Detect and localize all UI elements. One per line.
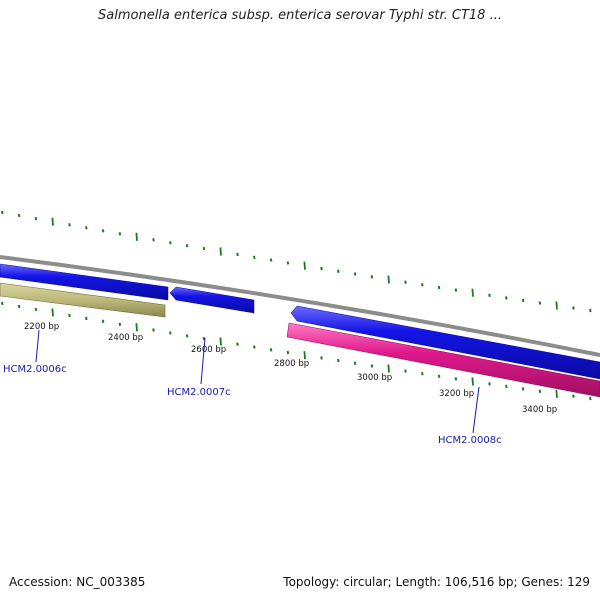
accession-value: NC_003385 [76, 575, 146, 589]
scale-label-3400: 3400 bp [522, 405, 557, 415]
outer-ring-tick [286, 261, 290, 265]
outer-ring-tick [454, 288, 458, 292]
inner-ring-tick [51, 308, 54, 317]
inner-ring-tick [521, 387, 525, 391]
inner-ring-tick [219, 337, 222, 346]
gene-arrow-forward-2 [169, 286, 255, 314]
gene-bar-other [0, 282, 166, 318]
outer-ring-tick [421, 283, 424, 287]
outer-ring-tick [521, 298, 525, 303]
inner-ring-tick [1, 301, 4, 306]
inner-ring-tick [437, 374, 441, 378]
gene-arrow-forward-3 [290, 305, 600, 380]
map-title: Salmonella enterica subsp. enterica sero… [98, 8, 502, 23]
inner-ring-tick [370, 364, 374, 368]
inner-ring-tick [589, 396, 592, 401]
map-summary: Topology: circular; Length: 106,516 bp; … [283, 575, 590, 589]
inner-ring-tick [505, 384, 508, 389]
outer-ring-tick [337, 269, 340, 273]
accession-label: Accession: [9, 575, 73, 589]
outer-ring-tick [219, 247, 222, 256]
outer-ring-tick [320, 266, 323, 271]
inner-ring-tick [202, 336, 206, 341]
outer-ring-tick [404, 280, 407, 284]
inner-ring-tick [572, 394, 575, 398]
outer-ring-tick [169, 241, 172, 245]
gene-bar-reverse [286, 322, 600, 398]
outer-ring-tick [370, 275, 374, 279]
inner-ring-tick [85, 316, 88, 321]
inner-ring-tick [337, 358, 340, 363]
inner-ring-tick [118, 322, 122, 326]
inner-ring-tick [303, 351, 306, 360]
inner-ring-tick [236, 342, 239, 346]
scale-label-2800: 2800 bp [274, 359, 309, 369]
outer-ring-tick [118, 232, 122, 236]
outer-ring-tick [236, 252, 239, 257]
outer-ring-tick [68, 223, 71, 227]
inner-ring-tick [404, 369, 407, 373]
inner-ring-tick [538, 389, 542, 393]
outer-ring-tick [253, 255, 256, 259]
outer-ring-tick [85, 226, 88, 230]
outer-ring-tick [589, 308, 592, 313]
outer-ring-tick [572, 306, 575, 310]
scale-label-3000: 3000 bp [357, 373, 392, 383]
inner-ring-tick [353, 361, 357, 365]
inner-ring-tick [269, 348, 273, 352]
gene-leader-hcm2-0007c [200, 337, 206, 385]
outer-ring-tick [202, 246, 206, 251]
outer-ring-tick [1, 210, 4, 215]
outer-ring-tick [303, 261, 306, 270]
gene-label-hcm2-0006c[interactable]: HCM2.0006c [3, 364, 67, 375]
gene-label-hcm2-0008c[interactable]: HCM2.0008c [438, 435, 502, 446]
outer-ring-tick [34, 216, 38, 221]
outer-ring-tick [269, 258, 273, 262]
inner-ring-tick [555, 389, 558, 398]
inner-ring-tick [454, 377, 458, 381]
inner-ring-tick [253, 345, 256, 349]
outer-ring-tick [101, 229, 105, 233]
inner-ring-tick [421, 372, 424, 376]
outer-ring-tick [538, 301, 542, 305]
scale-label-2600: 2600 bp [191, 345, 226, 355]
inner-ring-tick [286, 350, 290, 355]
inner-ring-tick [135, 323, 138, 332]
outer-ring-tick [353, 272, 357, 276]
inner-ring-tick [169, 331, 172, 335]
outer-ring-tick [555, 301, 558, 310]
inner-ring-tick [488, 382, 491, 386]
inner-ring-tick [185, 334, 189, 338]
inner-ring-tick [68, 313, 71, 318]
outer-tick-ring [1, 210, 592, 313]
outer-ring-tick [51, 217, 54, 226]
scale-label-2400: 2400 bp [108, 333, 143, 343]
gene-leader-hcm2-0006c [35, 329, 40, 363]
outer-ring-tick [437, 285, 441, 290]
inner-ring-tick [17, 304, 21, 309]
inner-ring-tick [387, 364, 390, 373]
scale-label-2200: 2200 bp [24, 322, 59, 332]
inner-ring-tick [152, 328, 155, 332]
inner-ring-tick [320, 356, 323, 360]
outer-ring-tick [488, 293, 491, 297]
outer-ring-tick [135, 232, 138, 241]
outer-ring-tick [17, 213, 21, 218]
gene-leader-hcm2-0008c [472, 386, 480, 434]
outer-ring-tick [387, 275, 390, 284]
gene-arrow-forward-1 [0, 263, 169, 301]
outer-ring-tick [505, 296, 508, 300]
inner-ring-tick [34, 307, 38, 312]
outer-ring-tick [185, 244, 189, 248]
inner-tick-ring [1, 301, 592, 401]
scale-label-3200: 3200 bp [439, 389, 474, 399]
inner-ring-tick [101, 319, 105, 323]
outer-ring-tick [152, 238, 155, 242]
inner-ring-tick [471, 377, 474, 386]
outer-ring-tick [471, 288, 474, 297]
accession-info: Accession: NC_003385 [9, 575, 145, 589]
plasmid-backbone [0, 255, 600, 357]
gene-label-hcm2-0007c[interactable]: HCM2.0007c [167, 387, 231, 398]
